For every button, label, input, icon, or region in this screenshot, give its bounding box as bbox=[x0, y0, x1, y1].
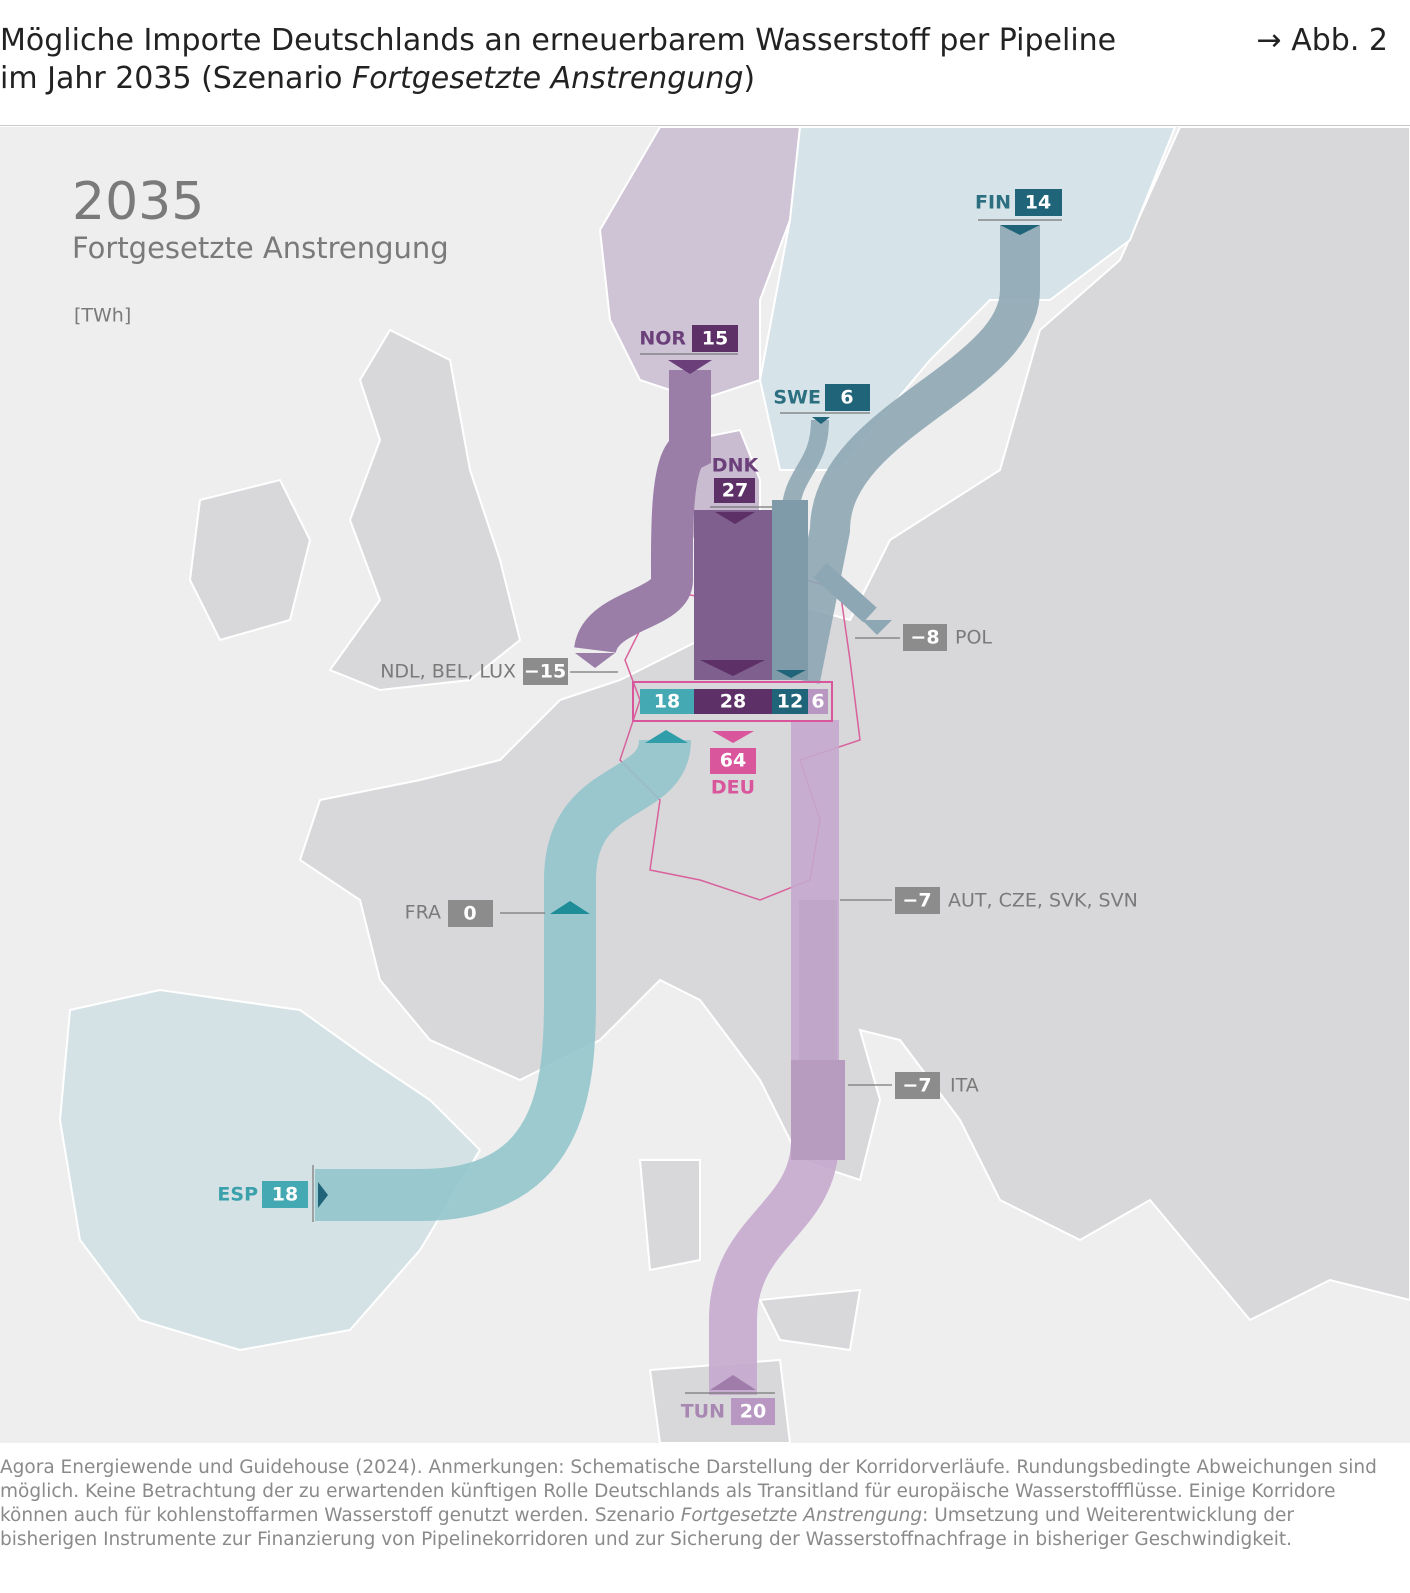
value-box bbox=[825, 384, 870, 411]
segment-value: 6 bbox=[811, 691, 824, 713]
year: 2035 bbox=[72, 172, 204, 232]
flow-label: FIN bbox=[975, 192, 1011, 214]
flow-value: 20 bbox=[740, 1401, 766, 1423]
value-box bbox=[523, 658, 568, 685]
flow-value: −7 bbox=[902, 890, 931, 912]
flow-ita bbox=[791, 1060, 845, 1160]
flow-label: NDL, BEL, LUX bbox=[380, 661, 516, 683]
value-box bbox=[903, 624, 947, 651]
flow-value: 27 bbox=[722, 480, 748, 502]
flow-label: SWE bbox=[773, 387, 821, 409]
flow-fin bbox=[780, 225, 1040, 684]
flow-value: −8 bbox=[910, 627, 939, 649]
iberia bbox=[58, 988, 482, 1352]
title-line: Mögliche Importe Deutschlands an erneuer… bbox=[0, 23, 1117, 58]
footer-italic: Fortgesetzte Anstrengung bbox=[680, 1505, 923, 1526]
germany-frame bbox=[632, 681, 833, 722]
germany-label: DEU bbox=[711, 777, 755, 799]
flow-label: POL bbox=[955, 627, 992, 649]
value-box bbox=[895, 887, 940, 914]
segment bbox=[772, 689, 808, 714]
flow-value: −7 bbox=[902, 1075, 931, 1097]
flow-label: FRA bbox=[405, 902, 441, 924]
flow-label: ITA bbox=[950, 1075, 979, 1097]
footer-text: : Umsetzung und Weiterentwicklung der bi… bbox=[0, 1505, 1294, 1550]
flow-value: 14 bbox=[1025, 192, 1051, 214]
flow-label: ESP bbox=[217, 1184, 258, 1206]
flow-esp bbox=[315, 737, 691, 1221]
segment-value: 12 bbox=[777, 691, 803, 713]
flow-label: TUN bbox=[681, 1401, 725, 1423]
title-italic: Fortgesetzte Anstrengung bbox=[352, 61, 744, 96]
map: 2035 Fortgesetzte Anstrengung [TWh] NOR … bbox=[0, 127, 1410, 1443]
footer: Agora Energiewende und Guidehouse (2024)… bbox=[0, 1456, 1395, 1552]
footer-text: Agora Energiewende und Guidehouse (2024)… bbox=[0, 1457, 1377, 1526]
value-box bbox=[448, 900, 493, 927]
flow-value: 0 bbox=[463, 903, 476, 925]
value-box bbox=[731, 1398, 775, 1425]
value-box bbox=[714, 478, 755, 503]
segment bbox=[808, 689, 828, 714]
flow-value: 6 bbox=[840, 387, 853, 409]
total-value: 64 bbox=[720, 750, 746, 772]
segment bbox=[694, 689, 772, 714]
scenario: Fortgesetzte Anstrengung bbox=[72, 231, 449, 265]
flow-label: AUT, CZE, SVK, SVN bbox=[948, 890, 1138, 912]
unit: [TWh] bbox=[74, 305, 131, 327]
flow-value: 18 bbox=[272, 1184, 298, 1206]
flow-label: NOR bbox=[639, 328, 686, 350]
flow-pol bbox=[813, 562, 877, 623]
flow-value: 15 bbox=[702, 328, 728, 350]
value-box bbox=[262, 1181, 308, 1208]
flows bbox=[315, 225, 1040, 1395]
arrows bbox=[318, 225, 1040, 1390]
flow-aut bbox=[799, 900, 837, 1060]
value-box bbox=[692, 325, 738, 352]
value-box bbox=[895, 1072, 940, 1099]
flow-value: −15 bbox=[524, 661, 566, 683]
title-line: im Jahr 2035 (Szenario bbox=[0, 61, 353, 96]
value-box bbox=[1015, 189, 1062, 216]
divider bbox=[0, 125, 1410, 126]
segment-value: 28 bbox=[720, 691, 746, 713]
title-line: ) bbox=[743, 61, 756, 96]
figure-ref: → Abb. 2 bbox=[1256, 23, 1388, 58]
leader-lines bbox=[312, 219, 1062, 1394]
flow-nor bbox=[574, 370, 711, 656]
total-box bbox=[710, 748, 756, 774]
flow-label: DNK bbox=[712, 455, 760, 477]
title: Mögliche Importe Deutschlands an erneuer… bbox=[0, 22, 1200, 98]
segment-value: 18 bbox=[654, 691, 680, 713]
segment bbox=[640, 689, 694, 714]
